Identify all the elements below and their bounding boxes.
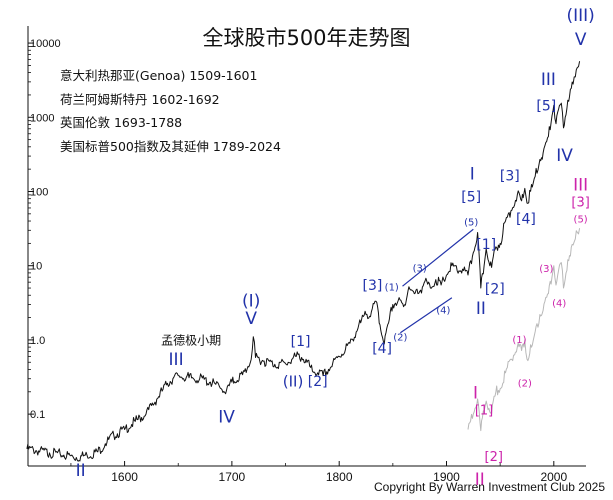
legend: 意大利热那亚(Genoa) 1509-1601 荷兰阿姆斯特丹 1602-169… (60, 64, 281, 158)
wave-label: [2] (485, 281, 505, 297)
legend-entry-genoa: 意大利热那亚(Genoa) 1509-1601 (60, 68, 258, 83)
wave-label: [1] (476, 237, 496, 253)
wave-label: [2] (485, 450, 503, 465)
channel-line (402, 228, 474, 287)
copyright-text: Copyright By Warren Investment Club 2025 (374, 480, 605, 494)
wave-label: [5] (536, 98, 556, 114)
wave-label: III (169, 350, 184, 370)
wave-label: V (245, 309, 257, 329)
y-tick-label: 1.0 (30, 335, 45, 347)
legend-entry-sp500: 美国标普500指数及其延伸 1789-2024 (60, 138, 281, 154)
wave-label: (2) (518, 378, 532, 389)
wave-label: (4) (552, 298, 566, 309)
wave-label: III (541, 70, 556, 90)
wave-label: V (575, 30, 587, 50)
x-tick-label: 1600 (111, 470, 138, 484)
wave-label: (3) (539, 264, 553, 275)
wave-label: II (76, 461, 86, 481)
wave-label: [3] (500, 168, 520, 184)
legend-entry-london: 英国伦敦 1693-1788 (60, 115, 183, 130)
wave-label: 孟德极小期 (161, 333, 221, 348)
wave-label: II (476, 299, 486, 319)
wave-label: I (473, 383, 478, 403)
wave-label: (4) (436, 305, 450, 316)
wave-label: (3) (413, 263, 427, 274)
main-index-line (26, 61, 581, 462)
wave-label: [4] (516, 211, 536, 227)
projection-line (467, 228, 581, 432)
y-tick-label: 10000 (30, 38, 61, 50)
wave-label: [3] (571, 195, 589, 210)
channel-line (400, 297, 453, 334)
wave-label: (III) (566, 6, 594, 26)
x-tick-label: 1800 (326, 470, 353, 484)
wave-label: IV (556, 146, 573, 166)
wave-label: [2] (308, 374, 328, 390)
wave-label: [3] (363, 278, 383, 294)
wave-label: II (475, 470, 485, 490)
wave-label: III (573, 176, 588, 196)
y-tick-label: 100 (30, 186, 48, 198)
wave-label: [4] (372, 341, 392, 357)
wave-label: (1) (385, 282, 399, 293)
wave-label: (I) (242, 291, 260, 311)
wave-label: (II) (283, 373, 304, 391)
x-tick-label: 1700 (219, 470, 246, 484)
chart-title: 全球股市500年走势图 (202, 26, 411, 50)
wave-label: (5) (464, 218, 478, 229)
wave-label: (1) (512, 335, 526, 346)
wave-label: (2) (393, 333, 407, 344)
wave-label: IV (218, 408, 235, 428)
y-tick-label: 10 (30, 261, 42, 273)
wave-label: (5) (574, 214, 588, 225)
y-tick-label: 0.1 (30, 409, 45, 421)
wave-label: [1] (291, 334, 311, 350)
wave-label: [5] (461, 189, 481, 205)
x-tick-label: 2000 (540, 470, 567, 484)
wave-label: [1] (475, 404, 493, 419)
y-tick-label: 1000 (30, 112, 54, 124)
legend-entry-amsterdam: 荷兰阿姆斯特丹 1602-1692 (60, 91, 220, 107)
wave-label: I (470, 164, 475, 184)
x-tick-label: 1900 (433, 470, 460, 484)
